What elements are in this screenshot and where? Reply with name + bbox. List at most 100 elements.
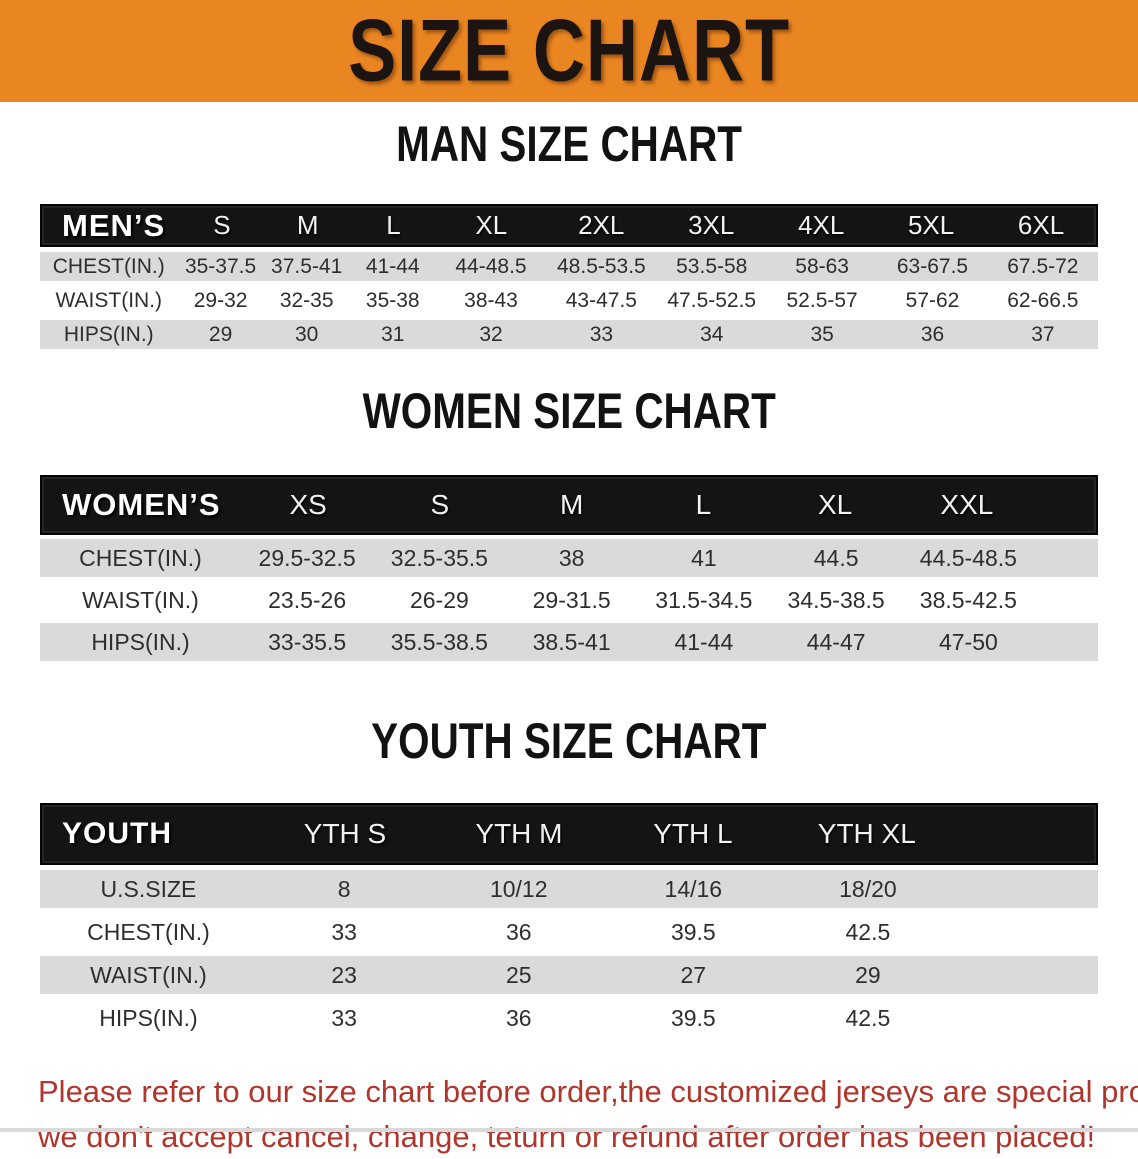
cell-value: 42.5 — [845, 1004, 891, 1031]
row-label: HIPS(IN.) — [63, 322, 154, 346]
cell-value: 44-48.5 — [455, 254, 527, 278]
row-label: HIPS(IN.) — [99, 1004, 198, 1031]
row-label: U.S.SIZE — [100, 875, 197, 902]
table-header-row: WOMEN’S XS S M L XL XXL — [40, 475, 1098, 535]
cell-value: 48.5-53.5 — [557, 254, 646, 278]
cell-value: 33 — [331, 1004, 357, 1031]
table-row: WAIST(IN.) 29-32 32-35 35-38 38-43 43-47.5 47.… — [40, 286, 1098, 315]
cell-value: 31 — [381, 322, 405, 346]
cell-value: 27 — [680, 961, 707, 988]
cell-value: 29-32 — [193, 288, 248, 312]
cell-value: 36 — [920, 322, 945, 346]
table-row: HIPS(IN.) 33-35.5 35.5-38.5 38.5-41 41-44 44-… — [40, 623, 1098, 661]
row-label: HIPS(IN.) — [91, 628, 190, 655]
disclaimer: Please refer to our size chart before or… — [0, 1069, 1138, 1159]
cell-value: 29 — [855, 961, 881, 988]
cell-value: 38 — [558, 544, 585, 571]
disclaimer-line-1: Please refer to our size chart before or… — [38, 1074, 1138, 1109]
cell-value: 35.5-38.5 — [390, 628, 488, 655]
cell-value: 38-43 — [464, 288, 518, 312]
man-size-chart-heading-text: MAN SIZE CHART — [396, 115, 742, 172]
women-size-chart-heading: WOMEN SIZE CHART — [0, 382, 1138, 449]
cell-value: 39.5 — [670, 1004, 716, 1031]
cell-value: 30 — [294, 322, 319, 346]
cell-value: 38.5-42.5 — [919, 586, 1017, 613]
cell-value: 53.5-58 — [676, 254, 748, 278]
row-label: CHEST(IN.) — [79, 544, 202, 571]
table-row: CHEST(IN.) 29.5-32.5 32.5-35.5 38 41 44.5 44.5… — [40, 539, 1098, 577]
cell-value: 29 — [208, 322, 233, 346]
column-spacer — [1033, 505, 1096, 506]
size-column-header: XXL — [940, 489, 994, 520]
cell-value: 41-44 — [365, 254, 420, 278]
cell-value: 37.5-41 — [271, 254, 343, 278]
table-header-label: WOMEN’S — [62, 487, 221, 522]
size-column-header: L — [386, 210, 401, 240]
cell-value: 33-35.5 — [268, 628, 347, 655]
cell-value: 18/20 — [839, 875, 897, 902]
column-spacer — [1035, 558, 1098, 559]
cell-value: 47.5-52.5 — [667, 288, 757, 312]
cell-value: 14/16 — [664, 875, 723, 902]
cell-value: 38.5-41 — [532, 628, 611, 655]
cell-value: 41 — [691, 544, 717, 571]
size-column-header: M — [296, 210, 319, 240]
table-header-row: YOUTH YTH S YTH M YTH L YTH XL — [40, 803, 1098, 865]
size-column-header: XL — [818, 489, 853, 520]
cell-value: 35 — [810, 322, 834, 346]
cell-value: 8 — [337, 875, 351, 902]
column-spacer — [1035, 642, 1098, 643]
cell-value: 31.5-34.5 — [655, 586, 753, 613]
row-label: WAIST(IN.) — [90, 961, 207, 988]
size-column-header: L — [695, 489, 712, 520]
size-column-header: M — [559, 489, 584, 520]
youth-size-table: YOUTH YTH S YTH M YTH L YTH XL U.S.SIZE 8 10/12… — [40, 803, 1098, 1037]
table-row: WAIST(IN.) 23 25 27 29 — [40, 956, 1098, 994]
cell-value: 37 — [1031, 322, 1055, 346]
men-size-table: MEN’S S M L XL 2XL 3XL 4XL 5XL 6XL CHEST(IN.) 35-37… — [40, 204, 1098, 349]
column-spacer — [954, 834, 1096, 835]
cell-value: 58-63 — [795, 254, 849, 278]
cell-value: 23.5-26 — [268, 586, 347, 613]
size-column-header: YTH XL — [817, 818, 916, 849]
cell-value: 33 — [589, 322, 614, 346]
cell-value: 44-47 — [806, 628, 866, 655]
size-column-header: YTH S — [303, 818, 387, 849]
row-label: CHEST(IN.) — [87, 918, 210, 945]
cell-value: 42.5 — [845, 918, 891, 945]
size-column-header: 4XL — [798, 210, 845, 240]
women-size-chart-heading-text: WOMEN SIZE CHART — [362, 382, 776, 439]
cell-value: 36 — [505, 1004, 532, 1031]
size-column-header: YTH M — [475, 818, 563, 849]
table-header-label: YOUTH — [62, 817, 172, 850]
man-size-chart-heading: MAN SIZE CHART — [0, 115, 1138, 182]
cell-value: 47-50 — [938, 628, 998, 655]
cell-value: 67.5-72 — [1007, 254, 1079, 278]
table-header-row: MEN’S S M L XL 2XL 3XL 4XL 5XL 6XL — [40, 204, 1098, 247]
table-row: WAIST(IN.) 23.5-26 26-29 29-31.5 31.5-34.5 34… — [40, 581, 1098, 619]
youth-size-chart-heading: YOUTH SIZE CHART — [0, 712, 1138, 779]
row-label: WAIST(IN.) — [55, 288, 163, 312]
youth-size-chart-heading-text: YOUTH SIZE CHART — [371, 712, 767, 769]
cell-value: 43-47.5 — [565, 288, 637, 312]
cell-value: 57-62 — [905, 288, 960, 312]
size-column-header: XL — [475, 210, 508, 240]
table-row: HIPS(IN.) 33 36 39.5 42.5 — [40, 999, 1098, 1037]
size-column-header: 5XL — [907, 210, 955, 240]
cell-value: 62-66.5 — [1007, 288, 1079, 312]
size-column-header: XS — [289, 489, 327, 520]
size-column-header: S — [430, 489, 450, 520]
table-row: U.S.SIZE 8 10/12 14/16 18/20 — [40, 870, 1098, 908]
column-spacer — [1035, 600, 1098, 601]
column-spacer — [955, 975, 1098, 976]
size-column-header: S — [213, 210, 231, 240]
cell-value: 32-35 — [279, 288, 334, 312]
table-row: CHEST(IN.) 35-37.5 37.5-41 41-44 44-48.5 48.5… — [40, 252, 1098, 281]
cell-value: 44.5 — [813, 544, 859, 571]
column-spacer — [955, 932, 1098, 933]
disclaimer-line-2: we don't accept cancel, change, teturn o… — [38, 1119, 1096, 1154]
size-column-header: 2XL — [578, 210, 625, 240]
column-spacer — [955, 1018, 1098, 1019]
table-row: CHEST(IN.) 33 36 39.5 42.5 — [40, 913, 1098, 951]
cell-value: 35-38 — [365, 288, 420, 312]
